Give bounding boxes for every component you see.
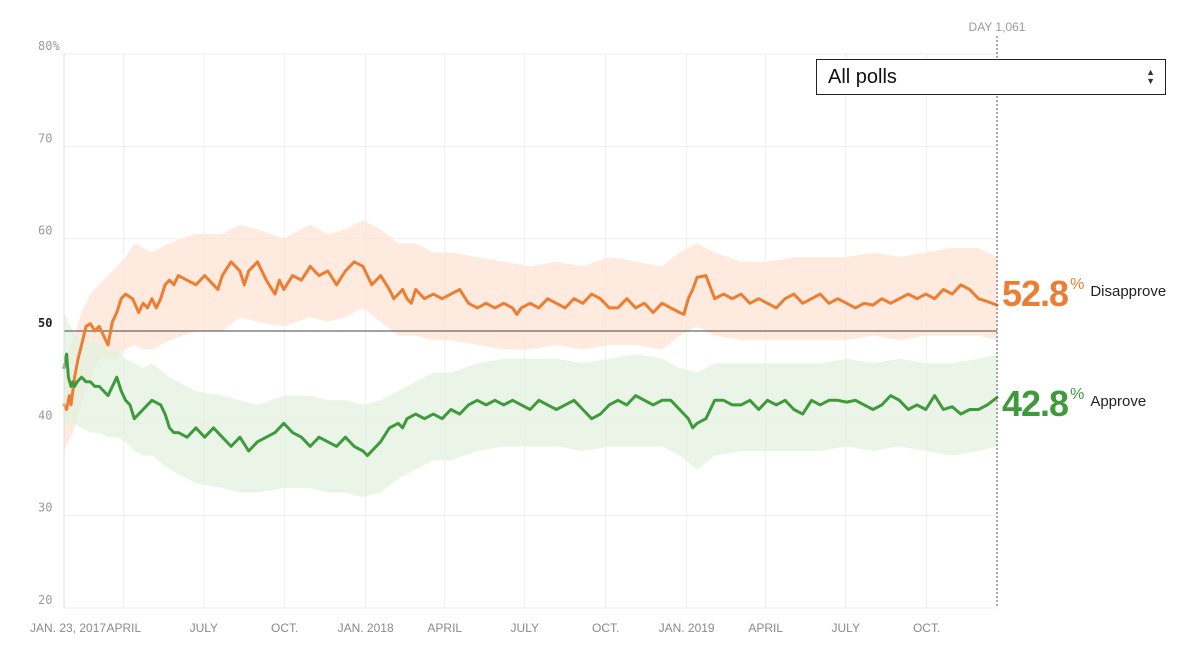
approve-line	[62, 352, 999, 458]
x-tick-label: APRIL	[748, 621, 783, 635]
x-tick-label: OCT.	[913, 621, 940, 635]
approve-percent-sign: %	[1070, 386, 1085, 403]
x-tick-label: OCT.	[271, 621, 298, 635]
poll-type-value: All polls	[828, 65, 897, 88]
approve-label: Approve	[1090, 393, 1147, 410]
y-tick-label: 40	[38, 408, 52, 422]
y-tick-label: 20	[38, 593, 52, 607]
x-tick-label: JULY	[832, 621, 860, 635]
approve-value: 42.8	[1002, 383, 1069, 424]
x-tick-label: JULY	[511, 621, 539, 635]
x-tick-label: APRIL	[106, 621, 141, 635]
y-tick-label: 60	[38, 224, 52, 238]
x-tick-label: JAN. 2018	[338, 621, 394, 635]
day-marker-label: DAY 1,061	[969, 20, 1026, 34]
y-tick-label: 30	[38, 501, 52, 515]
disapprove-final: 52.8 % Disapprove	[1002, 276, 1166, 312]
x-tick-label: JAN. 2019	[659, 621, 715, 635]
x-tick-label: JULY	[190, 621, 218, 635]
x-tick-label: JAN. 23, 2017	[30, 621, 106, 635]
disapprove-label: Disapprove	[1090, 283, 1167, 300]
disapprove-percent-sign: %	[1070, 276, 1085, 293]
y-tick-label: 50	[38, 316, 52, 330]
disapprove-line	[62, 260, 999, 411]
y-tick-label: 70	[38, 131, 52, 145]
x-tick-label: OCT.	[592, 621, 619, 635]
y-tick-label: 80%	[38, 39, 60, 53]
updown-arrows-icon: ▲ ▼	[1146, 67, 1155, 86]
approve-final: 42.8 % Approve	[1002, 386, 1146, 422]
approve-band	[64, 312, 997, 498]
poll-type-select[interactable]: All polls ▲ ▼	[816, 59, 1166, 95]
disapprove-value: 52.8	[1002, 273, 1069, 314]
x-tick-label: APRIL	[427, 621, 462, 635]
series-lines	[62, 260, 999, 458]
